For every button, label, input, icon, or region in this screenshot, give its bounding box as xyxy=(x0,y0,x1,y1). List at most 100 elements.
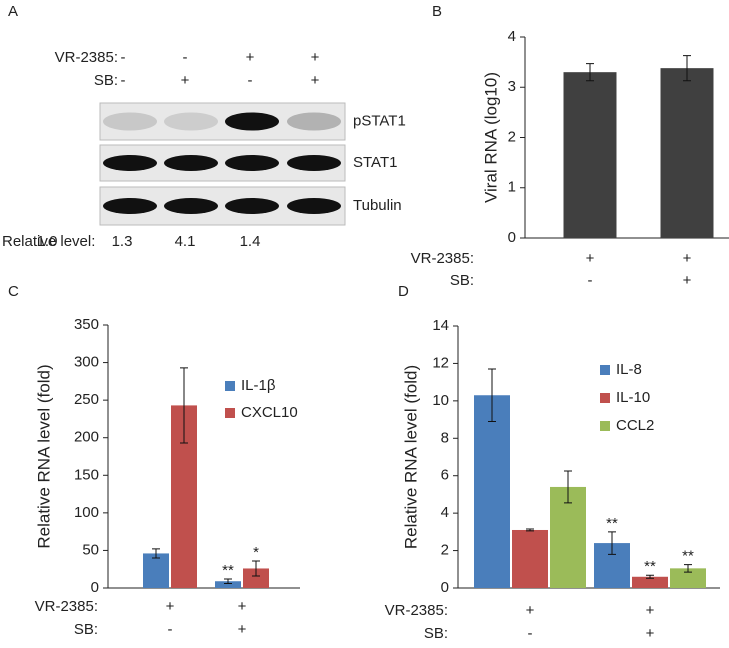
y-tick-label: 2 xyxy=(441,542,449,559)
condition-sign: + xyxy=(683,250,692,267)
blot-band xyxy=(287,112,341,131)
significance: * xyxy=(253,544,259,561)
y-tick-label: 4 xyxy=(441,504,449,521)
y-tick-label: 4 xyxy=(508,28,516,45)
condition-name: VR-2385: xyxy=(385,602,448,619)
blot-band xyxy=(164,112,218,131)
panel-label: B xyxy=(432,3,442,20)
bar xyxy=(243,568,269,588)
blot-band xyxy=(225,112,279,131)
y-tick-label: 300 xyxy=(74,354,99,371)
condition-sign: - xyxy=(588,272,593,289)
significance: ** xyxy=(644,558,656,575)
relative-level: 1.4 xyxy=(240,233,261,250)
y-axis-label: Relative RNA level (fold) xyxy=(401,365,420,549)
condition-sign: + xyxy=(166,598,175,615)
condition-name: SB: xyxy=(94,72,118,89)
condition-sign: - xyxy=(248,72,253,89)
condition-sign: + xyxy=(238,621,247,638)
bar xyxy=(215,581,241,588)
panel-label: A xyxy=(8,3,18,20)
condition-sign: + xyxy=(683,272,692,289)
condition-sign: - xyxy=(528,625,533,642)
condition-name: SB: xyxy=(450,272,474,289)
error-bar xyxy=(608,531,616,555)
y-tick-label: 1 xyxy=(508,179,516,196)
error-bar xyxy=(488,368,496,422)
significance: ** xyxy=(606,515,618,532)
y-tick-label: 2 xyxy=(508,128,516,145)
y-tick-label: 0 xyxy=(508,229,516,246)
legend-label: IL-8 xyxy=(616,361,642,378)
bar xyxy=(143,553,169,588)
legend-swatch xyxy=(600,365,610,375)
blot-band xyxy=(225,198,279,214)
error-bar xyxy=(646,574,654,579)
error-bar xyxy=(684,564,692,573)
blot-band xyxy=(103,112,157,131)
bar xyxy=(660,68,714,238)
blot-band xyxy=(164,198,218,214)
y-axis-label: Relative RNA level (fold) xyxy=(34,364,53,548)
bar xyxy=(632,576,668,588)
y-tick-label: 250 xyxy=(74,391,99,408)
error-bar xyxy=(152,548,160,559)
condition-name: SB: xyxy=(424,625,448,642)
condition-name: VR-2385: xyxy=(35,598,98,615)
condition-name: VR-2385: xyxy=(411,250,474,267)
level-label: Relative level: xyxy=(2,233,95,250)
error-bar xyxy=(224,578,232,584)
y-tick-label: 8 xyxy=(441,429,449,446)
blot-band xyxy=(287,155,341,171)
legend-swatch xyxy=(600,393,610,403)
legend-label: IL-1β xyxy=(241,377,276,394)
condition-sign: - xyxy=(168,621,173,638)
condition-sign: - xyxy=(121,49,126,66)
condition-sign: + xyxy=(646,625,655,642)
bar xyxy=(670,568,706,588)
y-tick-label: 100 xyxy=(74,504,99,521)
relative-level: 1.3 xyxy=(112,233,133,250)
error-bar xyxy=(180,367,188,444)
y-axis-label: Viral RNA (log10) xyxy=(481,72,500,203)
bar xyxy=(563,72,617,238)
error-bar xyxy=(683,55,691,82)
condition-sign: + xyxy=(246,49,255,66)
y-tick-label: 150 xyxy=(74,466,99,483)
condition-sign: + xyxy=(181,72,190,89)
condition-sign: + xyxy=(311,72,320,89)
band-label: Tubulin xyxy=(353,197,402,214)
blot-band xyxy=(103,155,157,171)
bar xyxy=(512,529,548,588)
y-tick-label: 0 xyxy=(441,579,449,596)
error-bar xyxy=(564,470,572,504)
legend-label: CCL2 xyxy=(616,417,654,434)
condition-name: VR-2385: xyxy=(55,49,118,66)
condition-sign: + xyxy=(526,602,535,619)
y-tick-label: 0 xyxy=(91,579,99,596)
condition-sign: + xyxy=(238,598,247,615)
y-tick-label: 14 xyxy=(432,317,449,334)
condition-name: SB: xyxy=(74,621,98,638)
y-tick-label: 6 xyxy=(441,467,449,484)
legend-swatch xyxy=(225,408,235,418)
y-tick-label: 10 xyxy=(432,392,449,409)
panel-label: D xyxy=(398,283,409,300)
blot-band xyxy=(164,155,218,171)
significance: ** xyxy=(222,562,234,579)
error-bar xyxy=(526,528,534,532)
y-tick-label: 3 xyxy=(508,78,516,95)
blot-band xyxy=(287,198,341,214)
condition-sign: + xyxy=(646,602,655,619)
blot-band xyxy=(225,155,279,171)
y-tick-label: 12 xyxy=(432,354,449,371)
blot-panel xyxy=(99,102,346,141)
y-tick-label: 50 xyxy=(82,541,99,558)
bar xyxy=(474,395,510,588)
legend-swatch xyxy=(600,421,610,431)
y-tick-label: 200 xyxy=(74,429,99,446)
condition-sign: - xyxy=(183,49,188,66)
legend-swatch xyxy=(225,381,235,391)
band-label: STAT1 xyxy=(353,154,397,171)
